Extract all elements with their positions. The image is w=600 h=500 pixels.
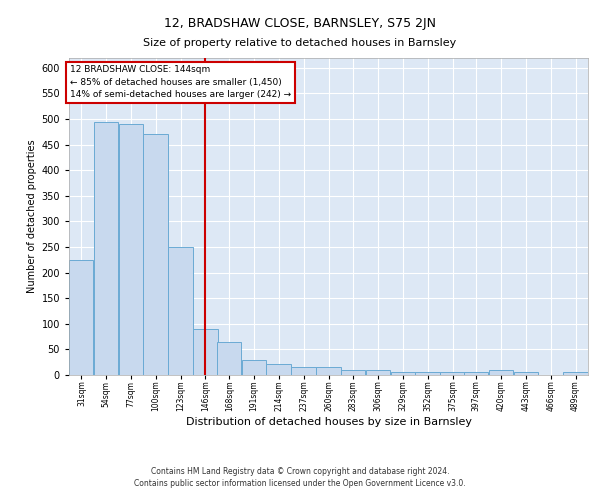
- Bar: [316, 368, 341, 375]
- Bar: [143, 134, 168, 375]
- Text: 12 BRADSHAW CLOSE: 144sqm
← 85% of detached houses are smaller (1,450)
14% of se: 12 BRADSHAW CLOSE: 144sqm ← 85% of detac…: [70, 65, 291, 99]
- Bar: [563, 372, 587, 375]
- Bar: [415, 372, 440, 375]
- Bar: [193, 329, 218, 375]
- Text: Contains HM Land Registry data © Crown copyright and database right 2024.
Contai: Contains HM Land Registry data © Crown c…: [134, 466, 466, 487]
- Bar: [119, 124, 143, 375]
- Bar: [489, 370, 513, 375]
- Bar: [514, 372, 538, 375]
- X-axis label: Distribution of detached houses by size in Barnsley: Distribution of detached houses by size …: [185, 417, 472, 427]
- Bar: [366, 370, 390, 375]
- Bar: [168, 247, 193, 375]
- Text: 12, BRADSHAW CLOSE, BARNSLEY, S75 2JN: 12, BRADSHAW CLOSE, BARNSLEY, S75 2JN: [164, 18, 436, 30]
- Y-axis label: Number of detached properties: Number of detached properties: [27, 140, 37, 293]
- Bar: [242, 360, 266, 375]
- Bar: [291, 368, 316, 375]
- Bar: [69, 260, 94, 375]
- Bar: [266, 364, 291, 375]
- Bar: [391, 372, 415, 375]
- Bar: [341, 370, 365, 375]
- Bar: [217, 342, 241, 375]
- Bar: [440, 372, 464, 375]
- Bar: [94, 122, 118, 375]
- Text: Size of property relative to detached houses in Barnsley: Size of property relative to detached ho…: [143, 38, 457, 48]
- Bar: [464, 372, 488, 375]
